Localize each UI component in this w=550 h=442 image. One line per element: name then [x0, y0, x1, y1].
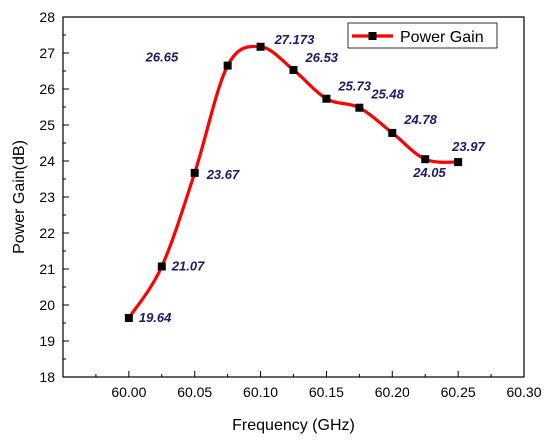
data-label: 25.73	[337, 79, 371, 94]
data-point	[190, 168, 199, 177]
data-point	[256, 42, 265, 51]
data-label: 26.65	[145, 50, 179, 65]
data-point	[454, 158, 463, 167]
data-label: 19.64	[139, 310, 172, 325]
data-point	[355, 103, 364, 112]
y-tick-label: 20	[39, 297, 55, 313]
y-axis-ticks: 18 19 20 21 22 23 24 25 26 27 28	[39, 9, 69, 385]
x-tick-label: 60.00	[111, 384, 146, 400]
data-point	[124, 313, 133, 322]
y-tick-label: 27	[39, 45, 55, 61]
data-point	[388, 128, 397, 137]
data-label: 23.97	[451, 139, 485, 154]
y-tick-label: 23	[39, 189, 55, 205]
y-tick-label: 22	[39, 225, 55, 241]
data-markers	[124, 42, 463, 322]
data-labels: 19.64 21.07 23.67 26.65 27.173 26.53 25.7325.4…	[139, 32, 486, 325]
y-axis-title: Power Gain(dB)	[11, 140, 28, 254]
data-label: 21.07	[171, 258, 205, 273]
x-tick-label: 60.15	[309, 384, 344, 400]
x-tick-label: 60.25	[441, 384, 476, 400]
x-tick-label: 60.10	[243, 384, 278, 400]
data-label: 25.48	[370, 87, 404, 102]
y-tick-label: 18	[39, 369, 55, 385]
x-axis-ticks: 60.00 60.05 60.10 60.15 60.20 60.25 60.30	[95, 371, 542, 400]
data-label: 27.173	[274, 32, 316, 47]
data-point	[322, 94, 331, 103]
y-tick-label: 28	[39, 9, 55, 25]
legend: Power Gain	[347, 22, 498, 49]
power-gain-line	[127, 44, 459, 319]
legend-label: Power Gain	[400, 29, 484, 46]
data-label: 24.05	[412, 165, 446, 180]
data-point	[421, 155, 430, 164]
data-label: 23.67	[206, 167, 240, 182]
y-tick-label: 21	[39, 261, 55, 277]
x-tick-label: 60.20	[375, 384, 410, 400]
y-tick-label: 24	[39, 153, 55, 169]
x-tick-label: 60.30	[506, 384, 541, 400]
y-tick-label: 25	[39, 117, 55, 133]
data-point	[289, 65, 298, 74]
data-point	[157, 262, 166, 271]
data-label: 26.53	[305, 50, 339, 65]
y-tick-label: 19	[39, 333, 55, 349]
data-point	[223, 61, 232, 70]
legend-marker-sample	[368, 32, 377, 40]
x-tick-label: 60.05	[177, 384, 212, 400]
x-axis-title: Frequency (GHz)	[232, 417, 355, 434]
data-label: 24.78	[403, 112, 437, 127]
y-tick-label: 26	[39, 81, 55, 97]
